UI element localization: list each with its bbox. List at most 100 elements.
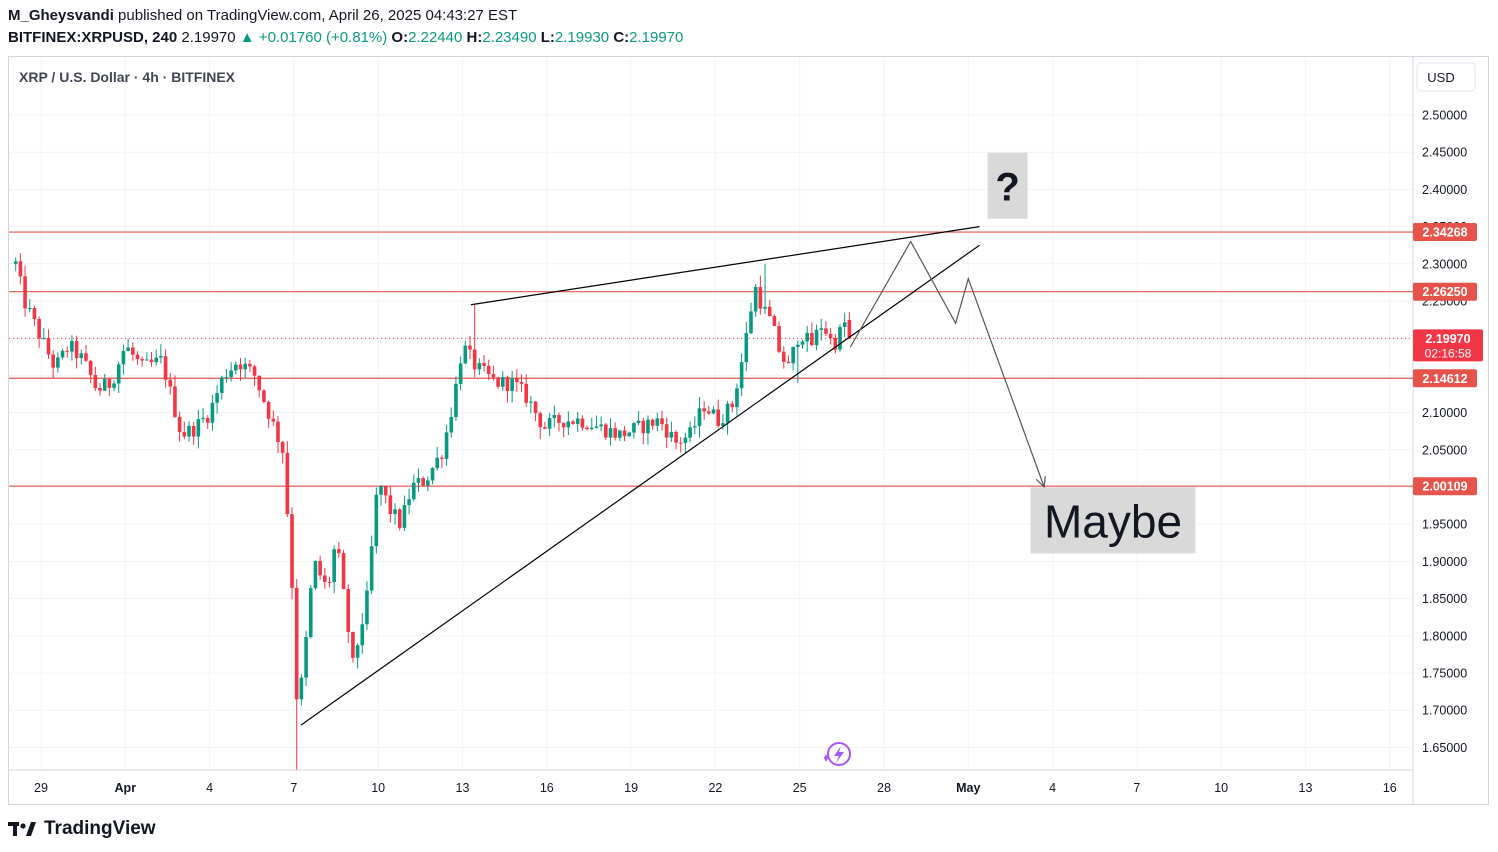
level-price-tag (1413, 282, 1477, 301)
candle-body (683, 437, 688, 443)
candle-body (739, 362, 744, 389)
candle-body (393, 509, 397, 515)
candle-body (655, 418, 660, 426)
candle-body (477, 363, 482, 370)
candle-body (632, 423, 636, 433)
candle-body (557, 415, 561, 423)
candle-body (112, 383, 116, 388)
gridlines (9, 57, 1413, 770)
candle-body (814, 329, 819, 346)
candle-body (791, 346, 795, 364)
level-price-tag (1413, 369, 1477, 388)
time-tick-label: 13 (456, 781, 470, 795)
candle-body (636, 420, 641, 424)
candle-body (800, 341, 805, 345)
candle-body (145, 359, 149, 361)
candle-body (32, 308, 37, 319)
time-tick-label: 16 (540, 781, 554, 795)
candle-body (552, 415, 557, 419)
time-tick-label: 25 (793, 781, 807, 795)
change-text: ▲ +0.01760 (+0.81%) (239, 29, 388, 46)
candle-body (107, 379, 112, 388)
candle-body (538, 413, 543, 428)
candle-body (130, 347, 135, 355)
candle-body (229, 370, 233, 378)
candle-body (407, 499, 411, 506)
candle-body (159, 356, 163, 358)
candle-body (379, 486, 383, 495)
candle-body (697, 408, 702, 427)
candle-body (163, 356, 168, 380)
candle-body (126, 347, 130, 351)
lightning-icon-circle (827, 742, 851, 766)
candle-body (388, 495, 393, 515)
last-price-tag (1413, 329, 1483, 362)
author-name[interactable]: M_Gheysvandi (8, 7, 114, 24)
candles (13, 253, 852, 770)
candle-body (323, 575, 327, 582)
candle-body (280, 442, 285, 453)
footer-brand[interactable]: TradingView (8, 818, 156, 840)
candle-body (650, 419, 655, 426)
candle-body (374, 494, 379, 547)
maybe-box (1030, 487, 1196, 554)
candle-body (763, 306, 767, 309)
candle-body (496, 377, 500, 387)
price-tick-label: 1.95000 (1422, 518, 1467, 532)
candle-body (257, 375, 262, 391)
candle-body (702, 408, 706, 412)
candle-body (566, 421, 571, 428)
candle-body (60, 350, 65, 358)
candle-body (88, 360, 93, 375)
candle-body (515, 377, 519, 383)
candle-body (660, 418, 664, 425)
lightning-icon-spark (824, 754, 828, 762)
candle-body (262, 390, 266, 402)
candle-body (571, 421, 575, 424)
candle-body (313, 560, 318, 589)
candle-body (18, 261, 23, 277)
candle-body (430, 468, 435, 481)
candle-body (177, 416, 182, 433)
price-tick-label: 1.90000 (1422, 555, 1467, 569)
candle-body (56, 357, 60, 368)
time-tick-label: 16 (1383, 781, 1397, 795)
candle-body (664, 424, 669, 438)
candle-body (299, 677, 304, 700)
candle-body (266, 401, 271, 419)
candle-body (327, 581, 332, 583)
candle-body (248, 363, 252, 367)
candle-body (519, 382, 524, 384)
candle-body (23, 276, 27, 309)
close-value: 2.19970 (629, 29, 684, 46)
low-label: L: (540, 29, 555, 46)
candle-body (308, 588, 313, 638)
candle-body (27, 308, 32, 310)
candle-body (196, 419, 201, 437)
candle-body (688, 427, 692, 438)
candle-body (580, 418, 585, 428)
candle-body (458, 363, 463, 384)
candle-body (735, 388, 739, 408)
candle-body (599, 424, 603, 427)
candle-body (533, 401, 538, 414)
candle-body (707, 411, 711, 414)
candle-body (674, 431, 678, 443)
price-tick-label: 1.65000 (1422, 741, 1467, 755)
time-tick-label: Apr (115, 781, 137, 795)
currency-box (1416, 62, 1476, 92)
candle-body (74, 340, 79, 359)
candle-body (810, 332, 814, 346)
candle-body (402, 505, 407, 528)
time-tick-label: 22 (708, 781, 722, 795)
candle-body (669, 431, 674, 438)
last-price-text: 2.19970 (181, 29, 236, 46)
candle-body (440, 457, 444, 459)
candle-body (463, 345, 468, 364)
candle-body (767, 306, 772, 317)
maybe-annotation: Maybe (1044, 495, 1182, 547)
candle-body (678, 442, 683, 444)
candle-body (416, 478, 421, 483)
candle-body (505, 377, 510, 391)
